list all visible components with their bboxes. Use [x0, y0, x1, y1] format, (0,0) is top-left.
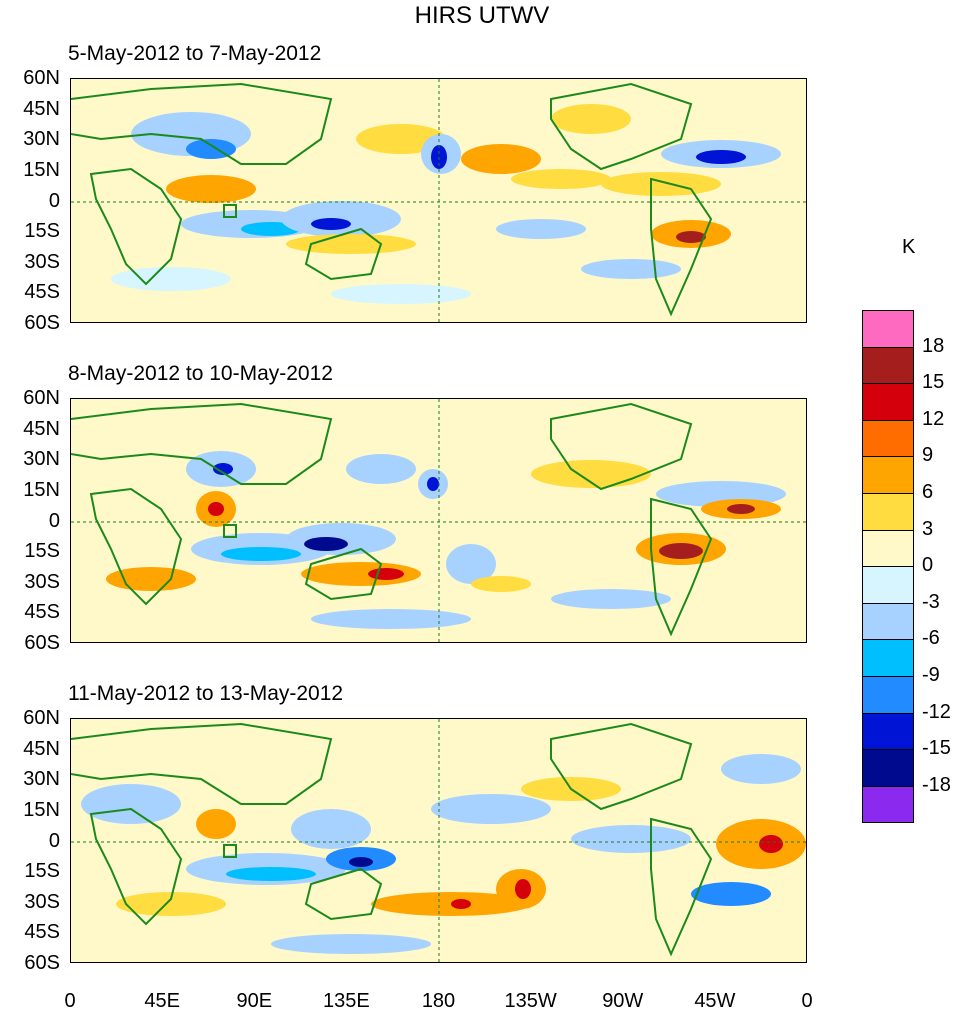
- lat-label: 45N: [23, 97, 60, 120]
- lat-label: 45S: [24, 281, 60, 304]
- panel-title-2: 8-May-2012 to 10-May-2012: [68, 362, 333, 385]
- lat-label: 15S: [24, 860, 60, 883]
- lon-label: 45E: [144, 990, 180, 1012]
- lon-label: 180: [421, 990, 456, 1012]
- colorbar-label: 6: [922, 481, 934, 503]
- lon-label: 90W: [602, 990, 644, 1012]
- colorbar-swatch: [862, 310, 914, 348]
- colorbar-swatch: [862, 639, 914, 677]
- colorbar-label: 18: [922, 334, 945, 357]
- colorbar-swatch: [862, 566, 914, 604]
- lat-label: 30N: [23, 448, 60, 471]
- colorbar-label: 15: [922, 371, 945, 394]
- lat-label: 0: [48, 829, 60, 852]
- panel-title-1: 5-May-2012 to 7-May-2012: [68, 42, 322, 65]
- lat-label: 45N: [23, 417, 60, 440]
- colorbar-swatch: [862, 383, 914, 421]
- colorbar-label: -6: [922, 627, 940, 650]
- lon-label: 90E: [236, 990, 273, 1012]
- colorbar-label: -15: [922, 737, 951, 760]
- colorbar-swatch: [862, 749, 914, 787]
- lat-label: 45S: [24, 921, 60, 944]
- colorbar-swatch: [862, 676, 914, 714]
- figure-title: HIRS UTWV: [414, 2, 550, 29]
- colorbar-swatch: [862, 602, 914, 641]
- lat-label: 15S: [24, 220, 60, 243]
- lat-label: 60N: [23, 387, 60, 409]
- colorbar-swatch: [862, 456, 914, 494]
- map-panel-3-canvas: [71, 719, 806, 962]
- lat-label: 45N: [23, 737, 60, 760]
- map-panel-2-canvas: [71, 399, 806, 642]
- lat-label: 30S: [24, 570, 60, 593]
- lat-label: 60N: [23, 67, 60, 89]
- colorbar-swatch: [862, 529, 914, 568]
- lat-label: 60S: [24, 952, 60, 974]
- colorbar-label: 12: [922, 407, 945, 430]
- lat-label: 0: [48, 509, 60, 532]
- lat-label: 60S: [24, 312, 60, 334]
- lat-label: 30N: [23, 768, 60, 791]
- colorbar-swatch: [862, 419, 914, 458]
- lat-label: 30S: [24, 890, 60, 913]
- lat-label: 60S: [24, 632, 60, 654]
- colorbar-swatch: [862, 785, 914, 824]
- lon-label: 0: [801, 990, 813, 1012]
- lon-label: 135W: [504, 990, 557, 1012]
- colorbar-label: 3: [922, 517, 934, 540]
- map-panel-2: [70, 398, 807, 643]
- lat-label: 60N: [23, 707, 60, 729]
- map-panel-1: [70, 78, 807, 323]
- colorbar-unit: K: [902, 236, 916, 258]
- colorbar-label: -9: [922, 664, 940, 686]
- colorbar-label: -12: [922, 700, 951, 723]
- map-panel-1-canvas: [71, 79, 806, 322]
- lon-label: 0: [64, 990, 76, 1012]
- colorbar-label: -18: [922, 773, 951, 796]
- lat-label: 30S: [24, 250, 60, 273]
- lat-label: 15N: [23, 478, 60, 501]
- lat-label: 0: [48, 189, 60, 212]
- colorbar-label: 9: [922, 444, 934, 467]
- lon-label: 135E: [323, 990, 370, 1012]
- lat-label: 15S: [24, 540, 60, 563]
- map-panel-3: [70, 718, 807, 963]
- colorbar-swatch: [862, 493, 914, 531]
- lat-label: 15N: [23, 798, 60, 821]
- colorbar-swatch: [862, 712, 914, 751]
- lat-label: 15N: [23, 158, 60, 181]
- lat-label: 30N: [23, 128, 60, 151]
- lat-label: 45S: [24, 601, 60, 624]
- colorbar-label: 0: [922, 554, 934, 577]
- lon-label: 45W: [694, 990, 736, 1012]
- colorbar-swatch: [862, 346, 914, 385]
- colorbar-label: -3: [922, 590, 940, 613]
- panel-title-3: 11-May-2012 to 13-May-2012: [68, 682, 344, 705]
